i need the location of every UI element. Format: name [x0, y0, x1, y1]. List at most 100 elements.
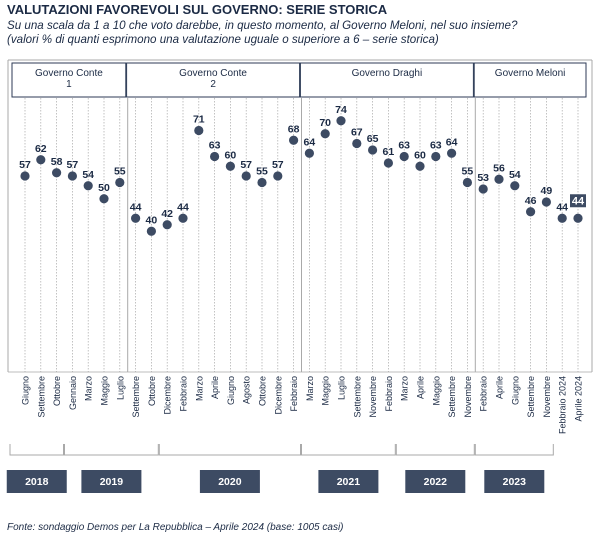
data-point	[146, 226, 156, 236]
year-label: 2022	[424, 476, 448, 488]
x-tick-label: Settembre	[447, 376, 457, 418]
government-box	[299, 62, 474, 98]
year-badge	[199, 470, 260, 493]
x-tick-label: Maggio	[431, 376, 441, 406]
year-bracket	[158, 444, 301, 456]
data-label: 56	[493, 162, 505, 174]
data-label: 44	[572, 195, 585, 207]
government-label: Governo Conte	[35, 68, 103, 79]
data-point	[336, 116, 346, 126]
data-label: 55	[462, 166, 474, 178]
x-tick-label: Ottobre	[258, 376, 268, 406]
data-label: 49	[541, 185, 553, 197]
x-tick-label: Ottobre	[147, 376, 157, 406]
data-point	[557, 213, 567, 223]
government-box	[473, 62, 587, 98]
year-label: 2021	[337, 476, 361, 488]
data-point	[368, 145, 378, 155]
x-tick-label: Aprile	[416, 376, 426, 399]
x-tick-label: Aprile	[210, 376, 220, 399]
x-tick-label: Giugno	[510, 376, 520, 405]
year-bracket	[474, 444, 554, 456]
data-label: 62	[35, 143, 47, 155]
data-label: 54	[509, 169, 521, 181]
data-point	[573, 213, 583, 223]
year-label: 2020	[218, 476, 242, 488]
year-bracket	[395, 444, 475, 456]
data-label: 55	[114, 166, 126, 178]
data-label: 64	[446, 136, 458, 148]
x-tick-label: Marzo	[305, 376, 315, 401]
x-tick-label: Luglio	[337, 376, 347, 400]
x-tick-label: Aprile 2024	[574, 376, 584, 422]
data-label: 70	[319, 117, 331, 129]
year-badge	[6, 470, 67, 493]
x-tick-label: Novembre	[542, 376, 552, 418]
government-box	[126, 62, 301, 98]
subtitle-question: Su una scala da 1 a 10 che voto darebbe,…	[7, 19, 518, 32]
data-label: 65	[367, 133, 379, 145]
data-label: 44	[556, 201, 568, 213]
x-tick-label: Luglio	[115, 376, 125, 400]
data-point	[20, 171, 30, 181]
data-point	[241, 171, 251, 181]
year-badge	[484, 470, 545, 493]
data-point	[526, 207, 536, 217]
data-label: 44	[130, 201, 142, 213]
x-tick-label: Febbraio	[179, 376, 189, 412]
data-label: 71	[193, 114, 205, 126]
data-label: 53	[477, 172, 489, 184]
data-label: 68	[288, 123, 300, 135]
data-label: 60	[225, 149, 237, 161]
data-point	[225, 161, 235, 171]
data-point	[194, 125, 204, 136]
government-label: 2	[210, 79, 216, 90]
data-label: 61	[383, 146, 395, 158]
data-point	[415, 161, 425, 171]
data-point	[210, 151, 220, 162]
x-tick-label: Marzo	[84, 376, 94, 401]
data-label: 57	[19, 159, 31, 171]
data-label: 57	[67, 159, 79, 171]
data-label: 64	[304, 136, 316, 148]
x-tick-label: Gennaio	[68, 376, 78, 410]
x-tick-label: Giugno	[226, 376, 236, 405]
data-point	[510, 181, 520, 191]
year-bracket	[64, 444, 159, 456]
x-tick-label: Dicembre	[163, 376, 173, 415]
x-tick-label: Dicembre	[273, 376, 283, 415]
data-label: 63	[209, 140, 221, 152]
data-point	[478, 184, 488, 194]
data-point	[36, 155, 46, 165]
x-tick-label: Settembre	[526, 376, 536, 418]
data-point	[52, 168, 62, 178]
subtitle-note: (valori % di quanti esprimono una valuta…	[7, 33, 439, 46]
government-label: Governo Conte	[179, 68, 247, 79]
data-point	[162, 220, 172, 230]
data-point	[462, 177, 472, 188]
year-badge	[405, 470, 466, 493]
year-badge	[81, 470, 142, 493]
data-point	[431, 151, 441, 162]
x-tick-label: Novembre	[463, 376, 473, 418]
data-label: 46	[525, 195, 537, 207]
data-point	[304, 148, 314, 158]
x-tick-label: Febbraio	[384, 376, 394, 412]
x-tick-label: Marzo	[194, 376, 204, 401]
x-tick-label: Settembre	[352, 376, 362, 418]
data-label: 54	[82, 169, 94, 181]
x-tick-label: Aprile	[495, 376, 505, 399]
data-point	[257, 177, 267, 188]
year-label: 2019	[100, 476, 124, 488]
data-point	[83, 181, 93, 191]
data-point	[99, 194, 109, 204]
chart-subtitle: Su una scala da 1 a 10 che voto darebbe,…	[7, 19, 517, 47]
x-tick-label: Febbraio	[479, 376, 489, 412]
data-label: 67	[351, 127, 363, 139]
year-badge	[318, 470, 379, 493]
year-bracket	[301, 444, 396, 456]
data-point	[273, 171, 283, 181]
x-tick-label: Maggio	[100, 376, 110, 406]
data-point	[399, 151, 409, 162]
